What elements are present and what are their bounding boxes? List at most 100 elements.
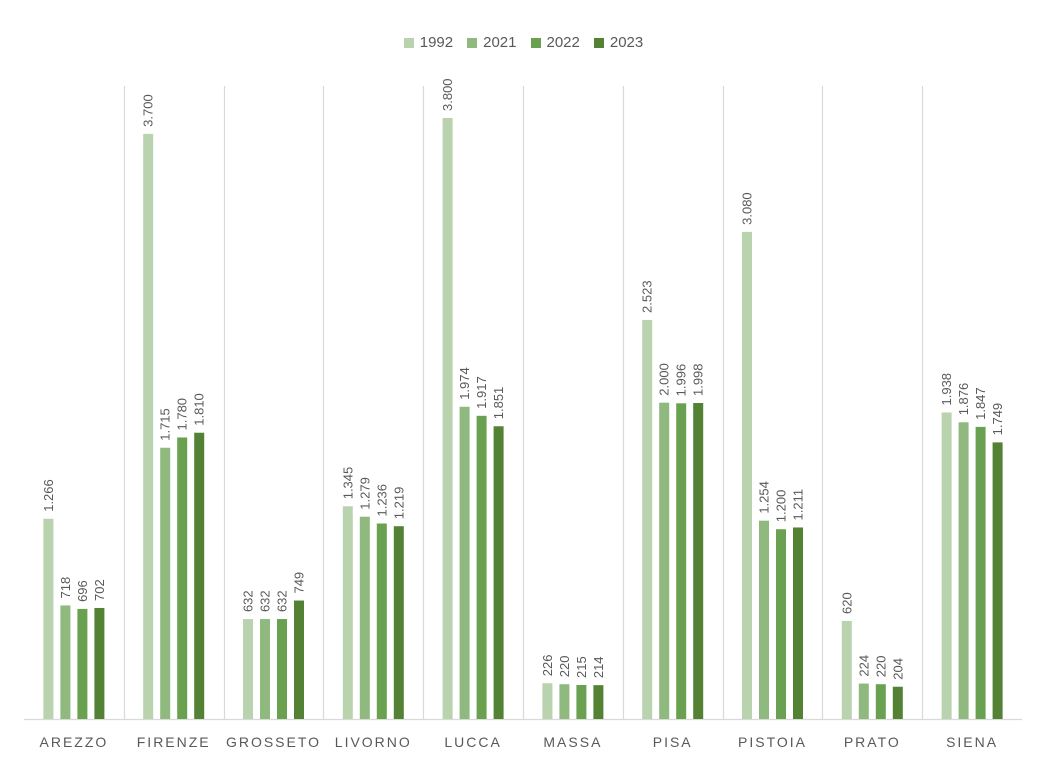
data-label: 224 — [856, 655, 871, 677]
category-label: LUCCA — [444, 734, 501, 750]
legend-label: 2022 — [546, 34, 580, 51]
category-label: GROSSETO — [226, 734, 321, 750]
data-label: 1.219 — [391, 487, 406, 520]
data-label: 718 — [58, 577, 73, 599]
bar — [459, 406, 470, 719]
legend-label: 2021 — [483, 34, 517, 51]
data-label: 3.080 — [740, 192, 755, 225]
data-label: 1.996 — [674, 364, 689, 397]
bar — [875, 684, 886, 719]
legend-label: 2023 — [609, 34, 644, 51]
data-label: 1.917 — [474, 376, 489, 409]
bar — [476, 415, 487, 719]
bar — [294, 600, 304, 719]
bar — [958, 422, 969, 719]
data-label: 1.851 — [491, 387, 506, 420]
data-label: 1.974 — [457, 367, 472, 400]
bar — [742, 231, 752, 719]
category-label: SIENA — [946, 734, 998, 750]
data-label: 696 — [75, 580, 90, 602]
data-label: 632 — [258, 590, 273, 612]
bar — [559, 684, 570, 719]
bar — [376, 523, 387, 719]
data-label: 2.000 — [657, 363, 672, 396]
category-label: FIRENZE — [137, 734, 211, 750]
data-label: 1.211 — [791, 489, 806, 521]
data-label: 1.810 — [192, 393, 207, 426]
bar — [277, 619, 287, 719]
bar — [194, 432, 205, 719]
category-label: PISA — [653, 734, 693, 750]
data-label: 226 — [540, 655, 555, 677]
bar — [892, 686, 903, 719]
bar — [493, 426, 504, 719]
data-label: 1.266 — [41, 479, 56, 512]
legend-item: 2022 — [530, 34, 580, 51]
legend-swatch — [403, 37, 414, 48]
bar — [759, 520, 769, 719]
data-label: 3.700 — [141, 94, 156, 127]
bar — [177, 437, 188, 719]
bar — [442, 118, 453, 719]
data-label: 220 — [557, 656, 572, 678]
bar — [393, 526, 404, 719]
bar — [576, 684, 587, 719]
bar — [94, 607, 105, 719]
bar — [659, 402, 670, 719]
data-label: 1.236 — [374, 484, 389, 517]
bar — [260, 619, 270, 719]
bar — [43, 518, 54, 719]
data-label: 1.876 — [956, 383, 971, 416]
data-label: 702 — [92, 579, 107, 601]
bar — [143, 133, 154, 719]
data-label: 1.715 — [158, 408, 173, 441]
data-label: 749 — [292, 572, 307, 594]
data-label: 620 — [839, 592, 854, 614]
data-label: 1.254 — [757, 481, 772, 514]
chart-legend: 1992 2021 2022 2023 — [0, 34, 1047, 51]
category-label: LIVORNO — [335, 734, 412, 750]
bar — [160, 447, 171, 719]
data-label: 1.345 — [340, 467, 355, 500]
bar — [60, 605, 71, 719]
data-label: 1.200 — [774, 490, 789, 523]
bar — [793, 527, 803, 719]
legend-swatch — [593, 37, 604, 48]
data-label: 3.800 — [440, 78, 455, 111]
bar — [243, 619, 253, 719]
legend-swatch — [530, 37, 541, 48]
category-label: PRATO — [844, 734, 901, 750]
bar — [676, 403, 687, 719]
bar — [693, 403, 704, 719]
category-label: PISTOIA — [738, 734, 807, 750]
data-label: 632 — [241, 590, 256, 612]
data-label: 2.523 — [640, 280, 655, 313]
legend-item: 1992 — [403, 34, 454, 51]
bar — [77, 608, 88, 719]
bar — [858, 683, 869, 719]
data-label: 632 — [275, 590, 290, 612]
bar — [941, 412, 952, 719]
data-label: 1.938 — [939, 373, 954, 406]
bar — [992, 442, 1003, 719]
bar — [776, 529, 786, 719]
data-label: 220 — [873, 656, 888, 678]
bar — [975, 426, 986, 719]
legend-label: 1992 — [419, 34, 454, 51]
data-label: 1.780 — [175, 398, 190, 431]
data-label: 1.847 — [973, 387, 988, 420]
data-label: 1.749 — [990, 403, 1005, 436]
bar — [342, 506, 353, 719]
legend-item: 2021 — [467, 34, 517, 51]
category-label: AREZZO — [40, 734, 109, 750]
data-label: 214 — [591, 656, 606, 678]
bar — [593, 685, 604, 719]
bar — [642, 319, 653, 719]
data-label: 1.998 — [691, 363, 706, 396]
bar — [359, 516, 370, 719]
legend-item: 2023 — [593, 34, 644, 51]
category-label: MASSA — [543, 734, 602, 750]
bar — [841, 620, 852, 719]
